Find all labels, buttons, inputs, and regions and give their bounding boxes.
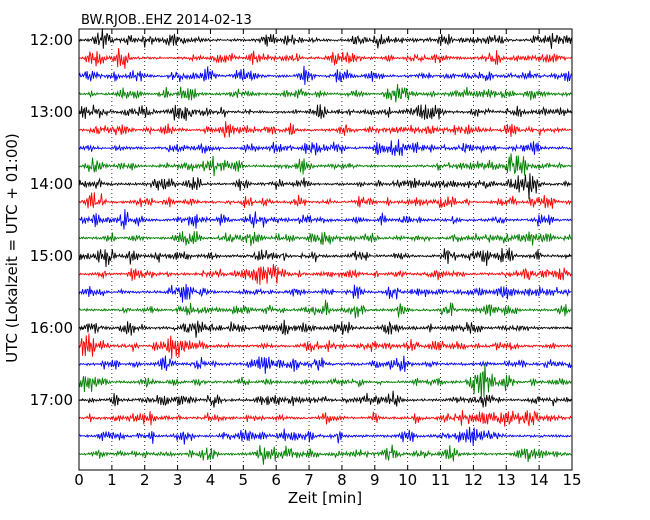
x-axis-label: Zeit [min] bbox=[288, 489, 362, 507]
y-tick-label: 13:00 bbox=[30, 103, 73, 121]
seismogram-trace bbox=[78, 173, 572, 200]
seismogram-trace bbox=[78, 104, 572, 121]
chart-title: BW.RJOB..EHZ 2014-02-13 bbox=[81, 13, 252, 28]
seismogram-trace bbox=[78, 299, 572, 319]
seismogram-trace bbox=[78, 65, 572, 86]
plot-frame bbox=[78, 28, 573, 471]
y-axis-label: UTC (Lokalzeit = UTC + 01:00) bbox=[3, 133, 21, 363]
y-tick-label: 17:00 bbox=[30, 391, 73, 409]
y-tick-label: 16:00 bbox=[30, 319, 73, 337]
y-tick-label: 14:00 bbox=[30, 175, 73, 193]
y-tick-label: 15:00 bbox=[30, 247, 73, 265]
seismogram-trace bbox=[78, 263, 572, 285]
x-tick-label: 8 bbox=[337, 471, 347, 489]
x-tick-label: 11 bbox=[431, 471, 450, 489]
x-tick-label: 10 bbox=[398, 471, 417, 489]
seismogram-trace bbox=[78, 319, 572, 338]
x-tick-label: 1 bbox=[107, 471, 117, 489]
x-tick-label: 6 bbox=[271, 471, 281, 489]
seismogram-trace bbox=[78, 84, 572, 103]
x-tick-label: 3 bbox=[173, 471, 183, 489]
seismogram-trace bbox=[78, 153, 572, 177]
y-axis-ticks: 12:00 13:00 14:00 15:00 16:00 17:00 bbox=[30, 31, 572, 409]
x-tick-label: 9 bbox=[370, 471, 380, 489]
x-tick-label: 14 bbox=[530, 471, 549, 489]
seismogram-trace bbox=[78, 121, 572, 138]
x-axis-ticks: 0 1 2 3 4 5 6 7 8 9 10 11 12 13 14 15 bbox=[74, 29, 582, 489]
seismogram-trace bbox=[78, 410, 572, 427]
seismogram-trace bbox=[78, 28, 572, 49]
seismogram-trace bbox=[78, 139, 572, 157]
seismogram-trace bbox=[78, 192, 572, 209]
x-tick-label: 2 bbox=[140, 471, 150, 489]
x-tick-label: 5 bbox=[239, 471, 249, 489]
seismogram-trace bbox=[78, 362, 572, 400]
x-tick-label: 15 bbox=[562, 471, 581, 489]
seismogram-trace bbox=[78, 426, 572, 446]
seismogram-trace bbox=[78, 247, 572, 268]
seismogram-trace bbox=[78, 47, 572, 69]
vertical-grid bbox=[111, 29, 540, 470]
seismogram-trace bbox=[78, 355, 572, 374]
plot-background bbox=[79, 29, 572, 470]
x-tick-label: 7 bbox=[304, 471, 314, 489]
seismogram-trace bbox=[78, 390, 572, 408]
x-tick-label: 12 bbox=[464, 471, 483, 489]
seismogram-trace bbox=[78, 444, 572, 465]
y-tick-label: 12:00 bbox=[30, 31, 73, 49]
seismogram-trace bbox=[78, 209, 572, 230]
x-tick-label: 13 bbox=[497, 471, 516, 489]
x-tick-label: 0 bbox=[74, 471, 84, 489]
x-tick-label: 4 bbox=[206, 471, 216, 489]
seismogram-trace bbox=[78, 283, 572, 303]
seismogram-trace bbox=[78, 333, 572, 360]
seismogram-traces bbox=[78, 28, 572, 465]
seismogram-trace bbox=[78, 231, 572, 247]
